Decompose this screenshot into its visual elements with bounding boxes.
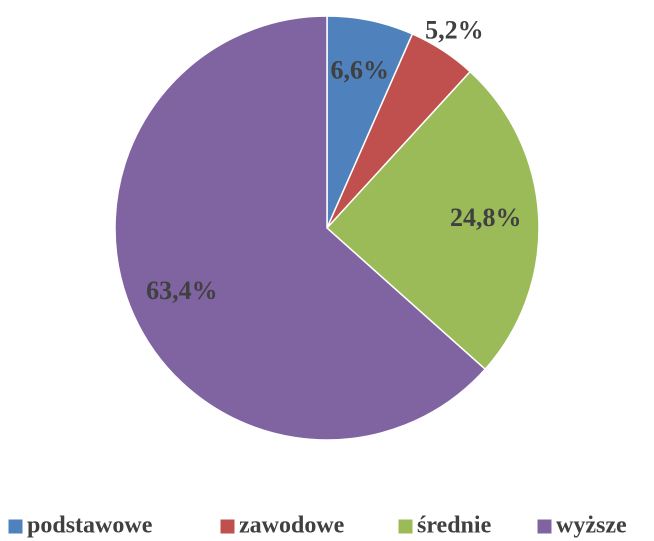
data-label: 6,6% — [330, 55, 389, 84]
legend-label: podstawowe — [27, 513, 153, 539]
pie-slice — [325, 70, 540, 371]
data-label: 5,2% — [425, 16, 484, 45]
legend-swatch — [219, 518, 236, 535]
data-label: 63,4% — [146, 276, 218, 305]
legend-label: wyższe — [556, 513, 627, 539]
legend-swatch — [397, 518, 414, 535]
legend-label: średnie — [417, 513, 492, 539]
legend-swatch — [7, 518, 24, 535]
legend-swatch — [536, 518, 553, 535]
legend-label: zawodowe — [239, 513, 345, 539]
data-label: 24,8% — [450, 203, 522, 232]
pie-slice — [114, 15, 487, 441]
